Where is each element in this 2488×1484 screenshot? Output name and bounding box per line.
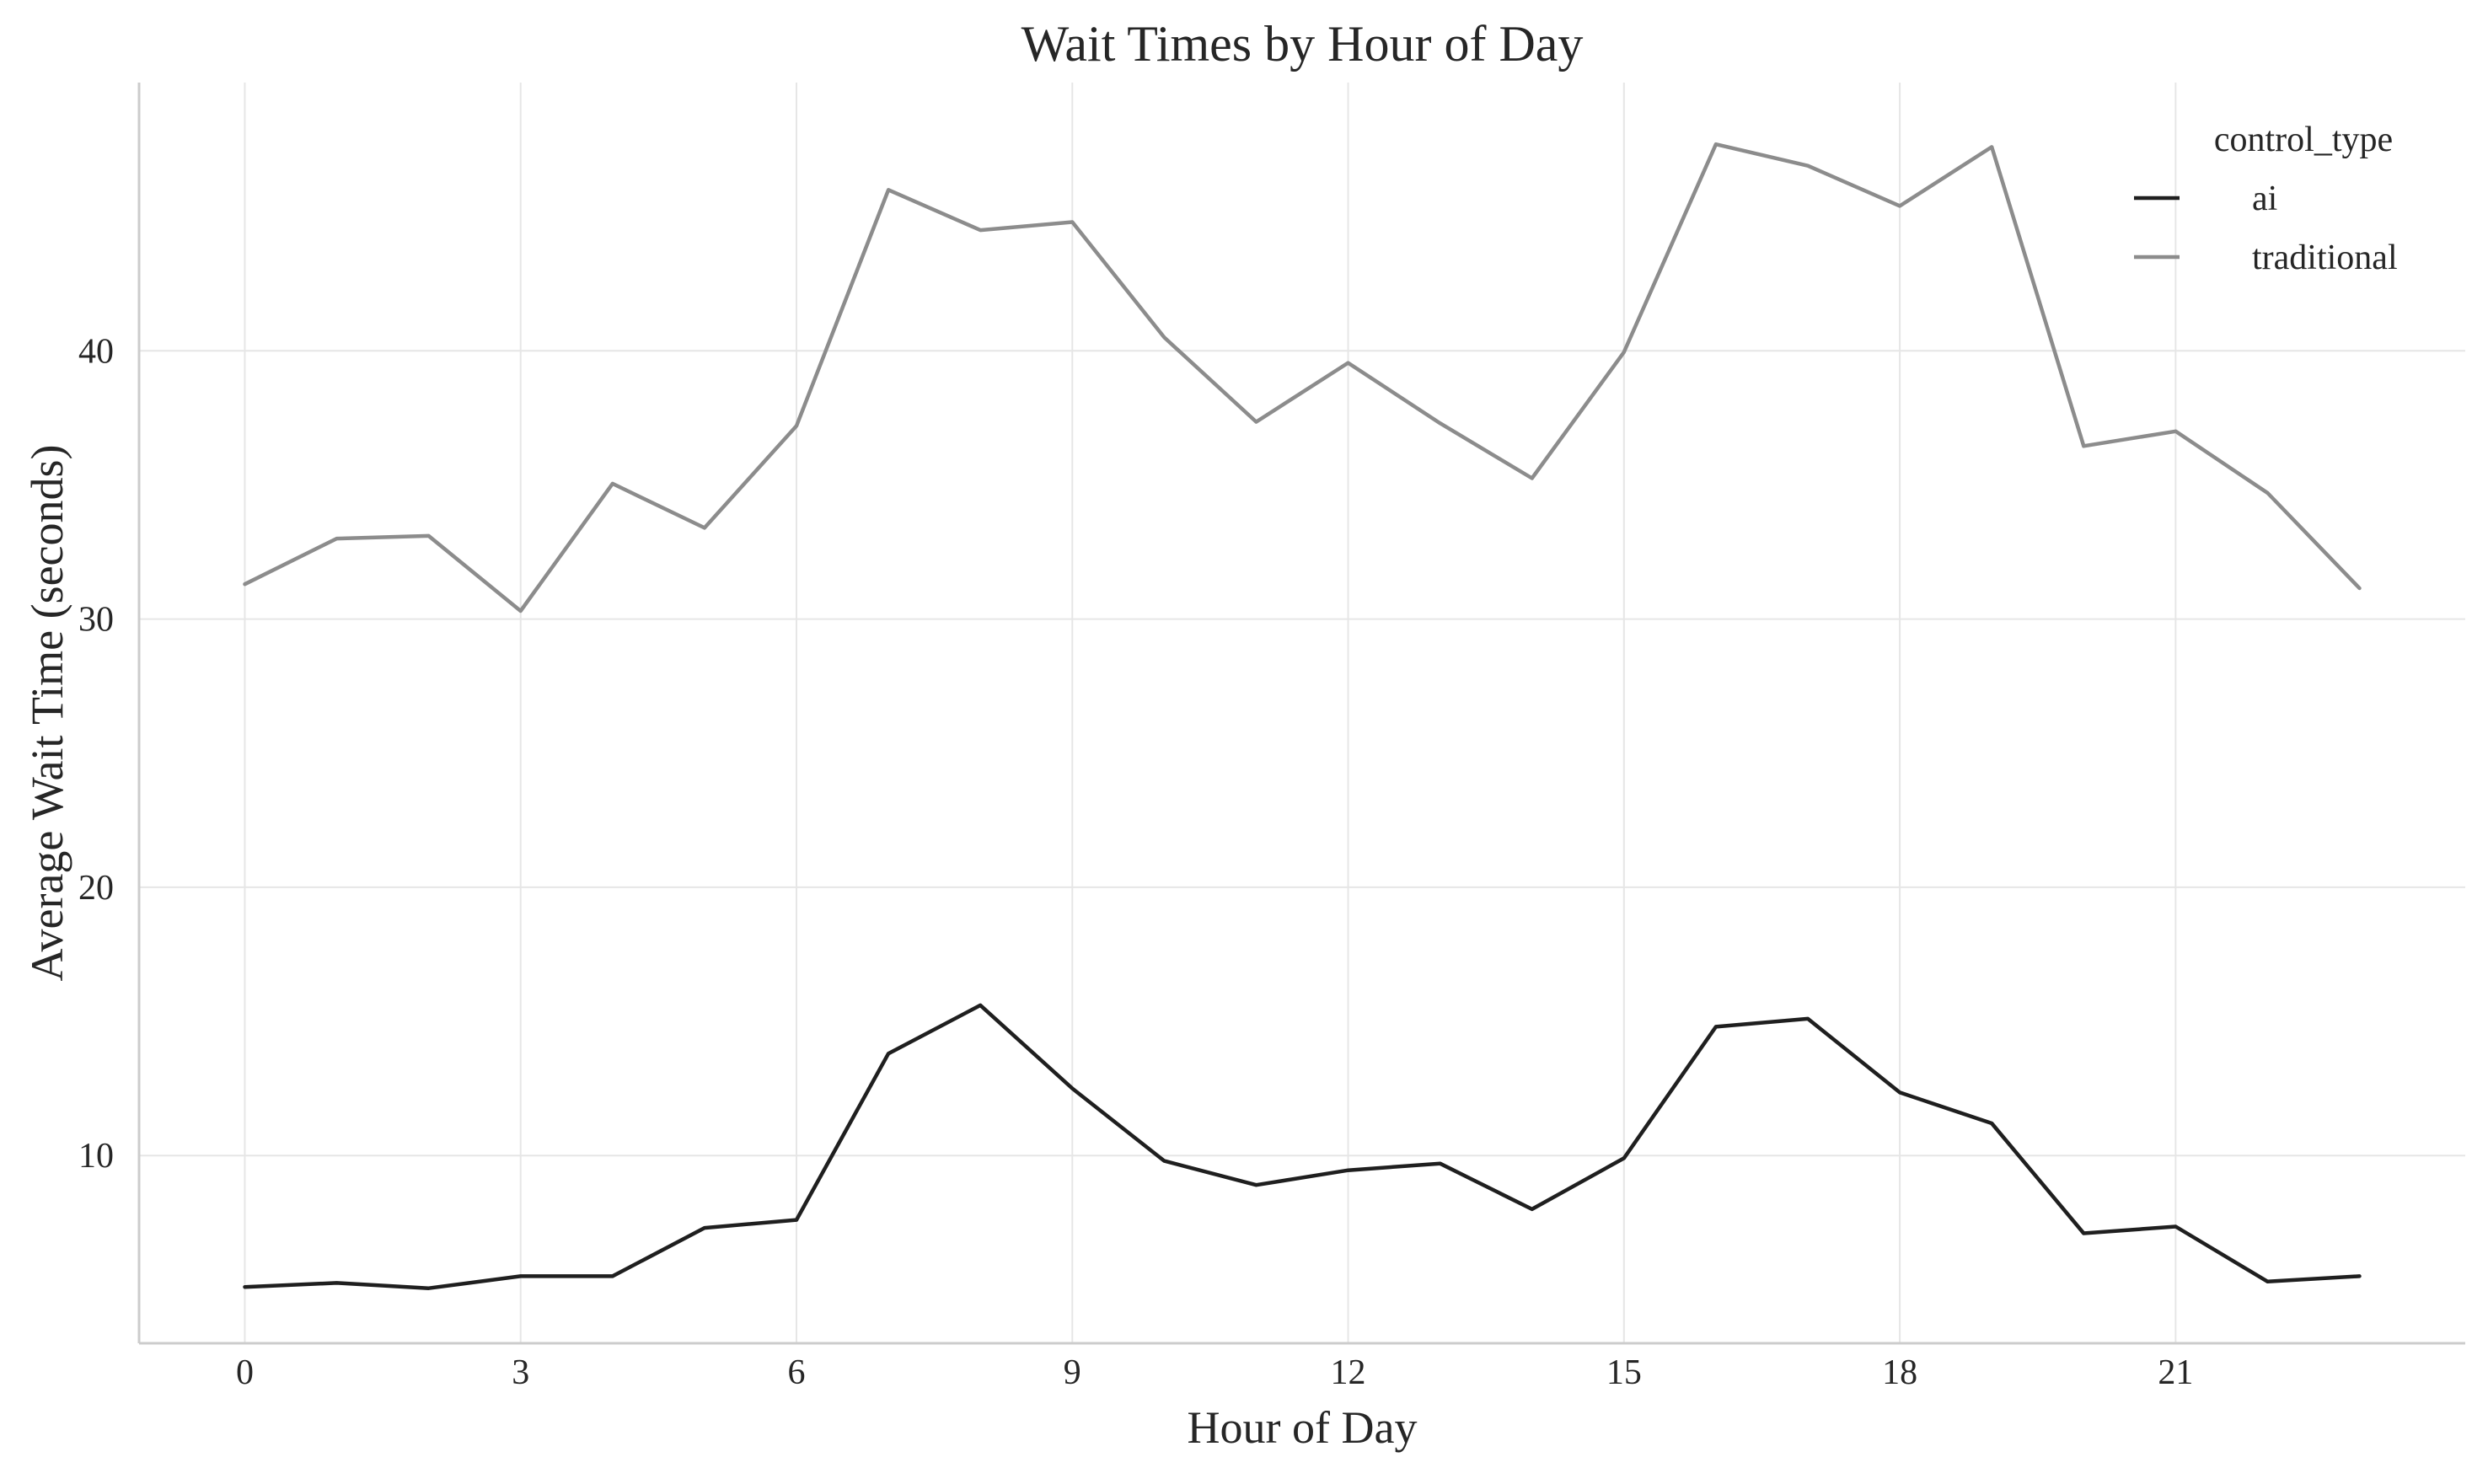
series-line-traditional [243, 142, 2362, 613]
x-tick-label-6: 6 [788, 1353, 806, 1392]
y-tick-label-40: 40 [78, 332, 114, 371]
x-tick-label-3: 3 [512, 1353, 529, 1392]
legend-item-ai: ai [2134, 179, 2277, 218]
tick-labels: 0 3 6 9 12 15 18 21 10 20 30 40 [78, 332, 2193, 1392]
legend-label-traditional: traditional [2252, 238, 2398, 277]
grid-lines [139, 83, 2465, 1343]
legend-items: ai traditional [2134, 179, 2398, 277]
y-tick-label-10: 10 [78, 1137, 114, 1176]
legend-title: control_type [2214, 121, 2393, 159]
series-line-ai [243, 1003, 2362, 1290]
y-axis-label: Average Wait Time (seconds) [22, 444, 72, 981]
series-lines [243, 142, 2362, 1290]
x-axis-label: Hour of Day [1188, 1402, 1418, 1453]
legend-item-traditional: traditional [2134, 238, 2398, 277]
x-tick-label-12: 12 [1331, 1353, 1366, 1392]
x-tick-label-9: 9 [1064, 1353, 1081, 1392]
axes [137, 83, 2465, 1345]
legend-label-ai: ai [2252, 179, 2277, 218]
x-tick-label-18: 18 [1882, 1353, 1917, 1392]
legend: control_type ai traditional [2134, 121, 2398, 277]
y-tick-label-20: 20 [78, 869, 114, 908]
y-tick-label-30: 30 [78, 601, 114, 640]
x-tick-label-21: 21 [2158, 1353, 2193, 1392]
x-tick-label-15: 15 [1606, 1353, 1642, 1392]
chart-title: Wait Times by Hour of Day [1021, 16, 1584, 72]
x-tick-label-0: 0 [236, 1353, 254, 1392]
